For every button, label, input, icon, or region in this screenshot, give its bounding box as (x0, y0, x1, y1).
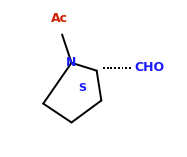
Text: N: N (66, 56, 77, 69)
Text: CHO: CHO (134, 61, 164, 74)
Text: S: S (79, 83, 87, 93)
Text: Ac: Ac (50, 12, 68, 25)
